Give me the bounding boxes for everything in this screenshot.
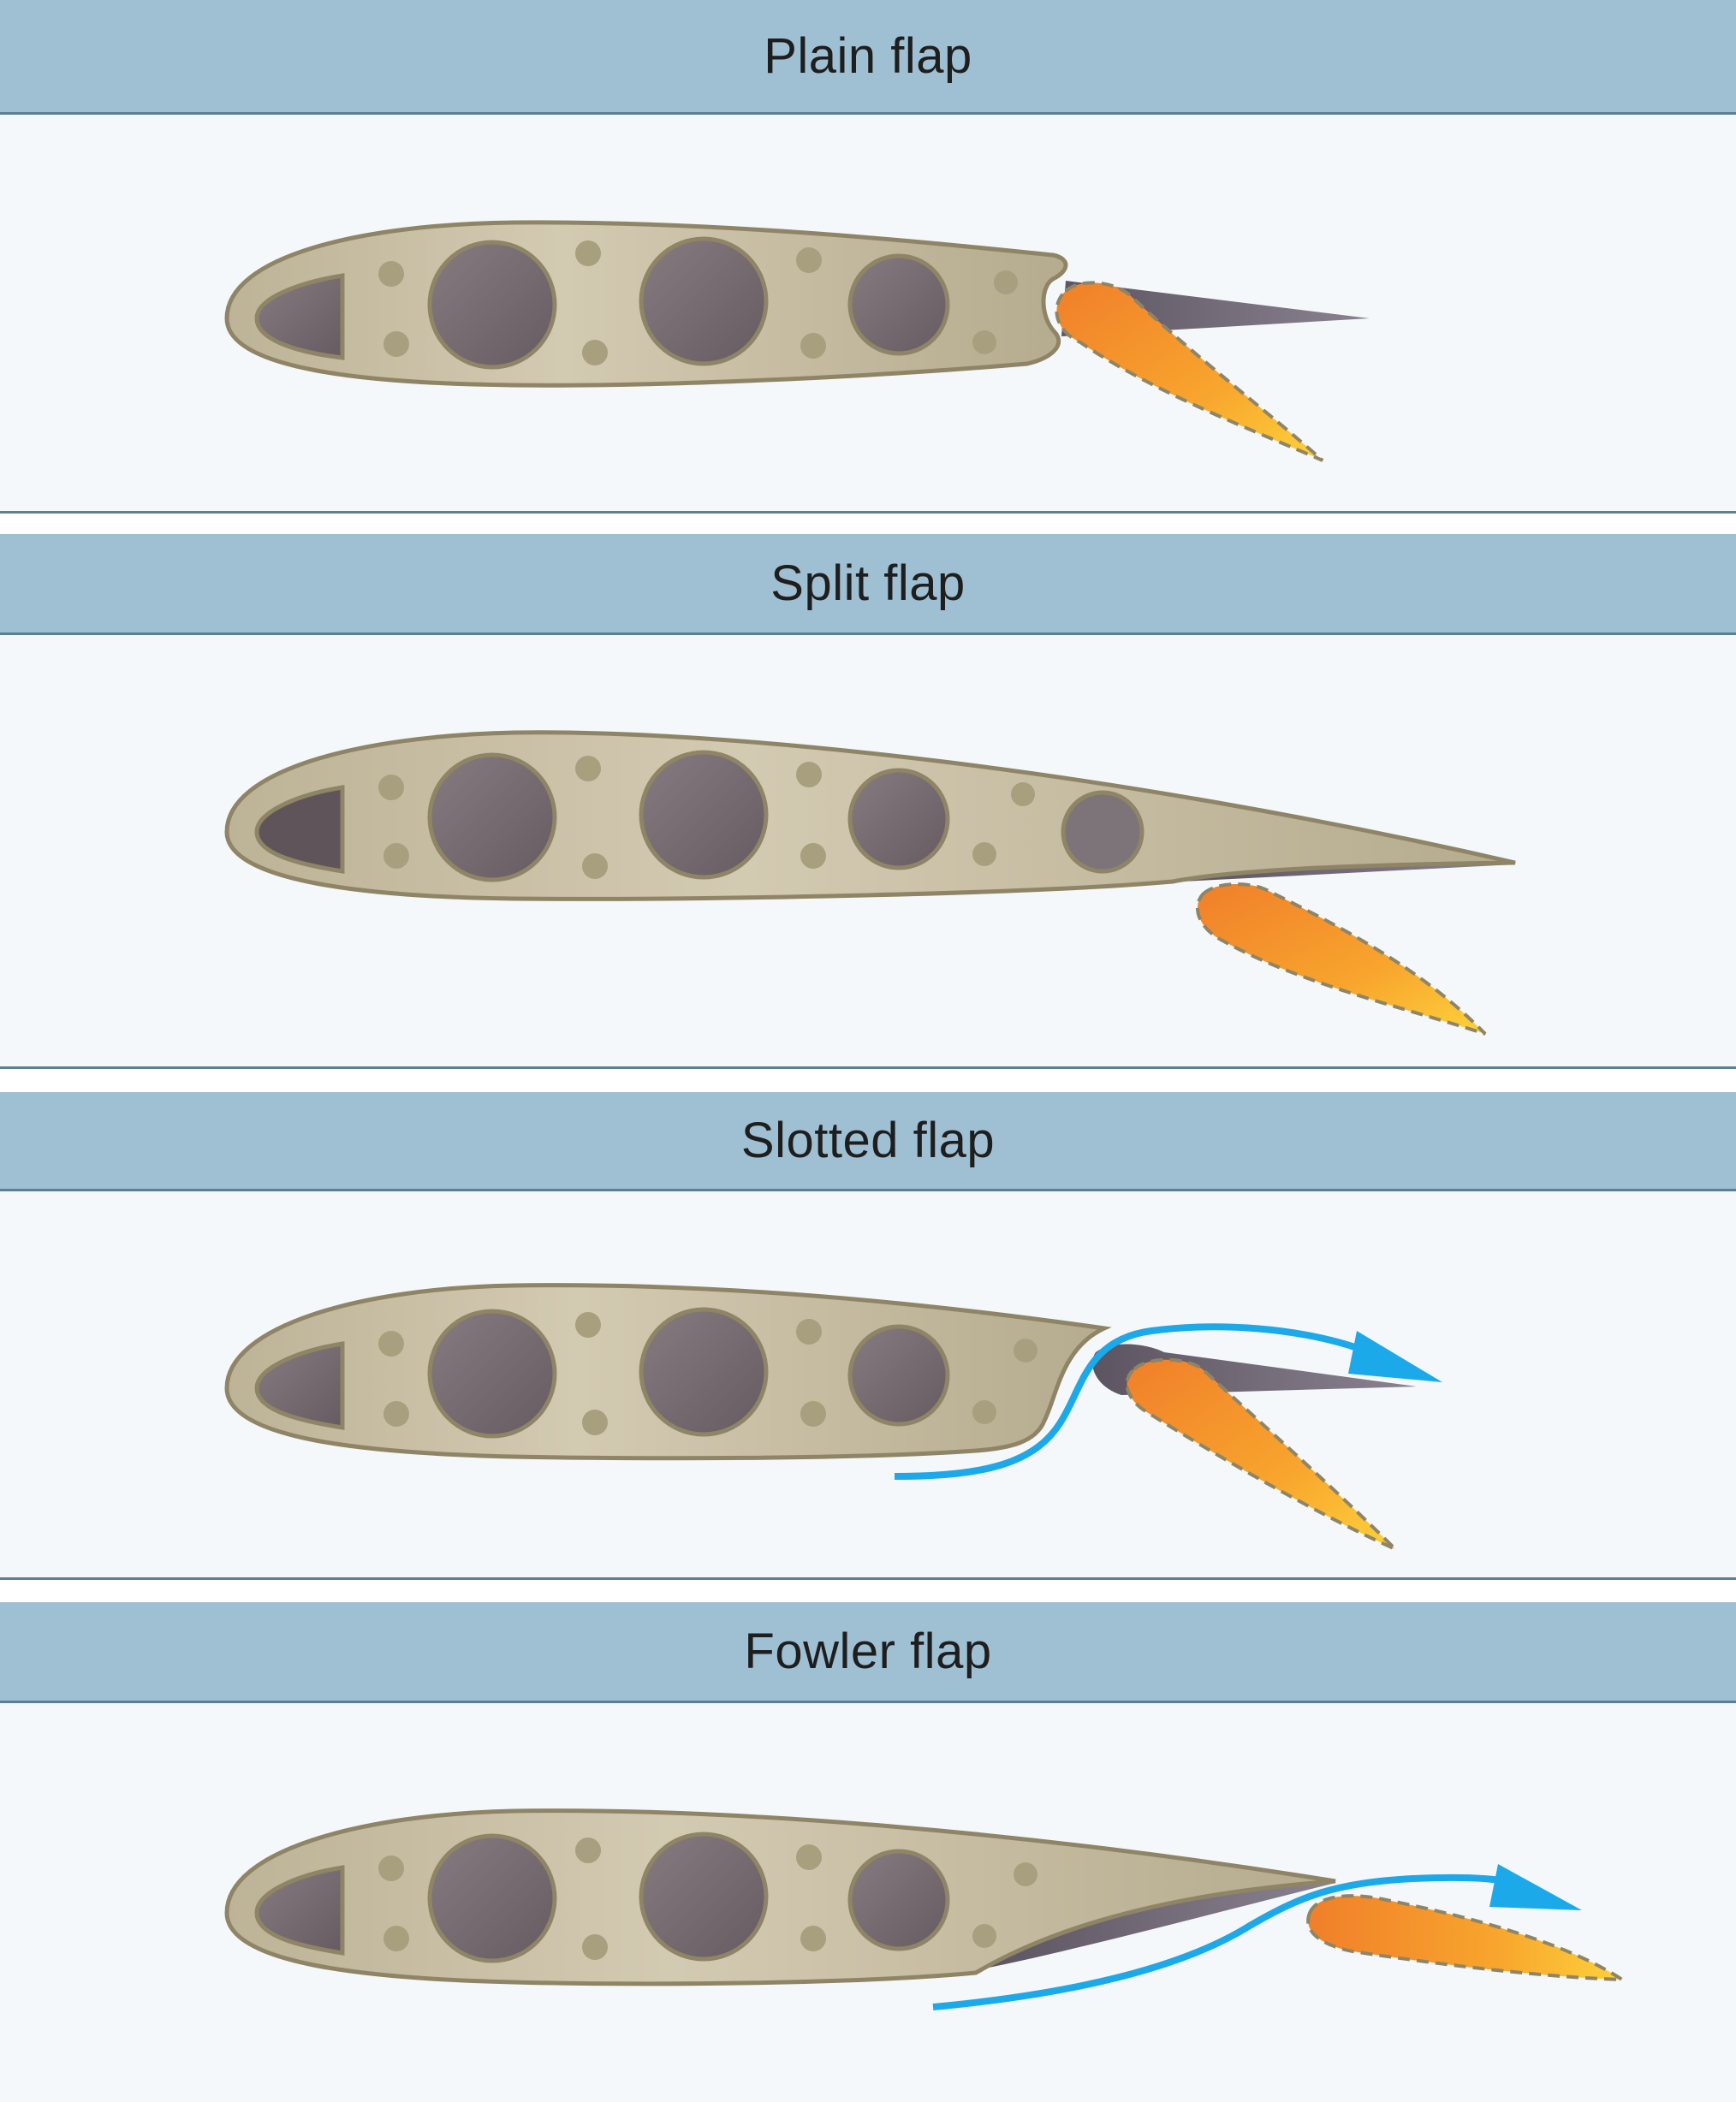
- banner-split-flap: Split flap: [0, 534, 1736, 635]
- lightening-hole-icon: [639, 236, 769, 366]
- airflow-arrow-icon: [894, 1323, 1371, 1480]
- panel-title: Slotted flap: [740, 1113, 996, 1168]
- lightening-hole-icon: [847, 768, 950, 870]
- flap-well-shape: [984, 1883, 1335, 1968]
- lightening-hole-icon: [427, 1833, 557, 1963]
- airflow-arrow-head: [1489, 1864, 1582, 1910]
- lightening-hole-icon: [427, 240, 557, 370]
- panel-divider: [0, 1066, 1736, 1069]
- lightening-hole-icon: [254, 273, 345, 360]
- lightening-hole-icon: [639, 1307, 769, 1437]
- flap-icon: [1125, 1357, 1397, 1551]
- rivet-dots: [378, 756, 1035, 879]
- banner-slotted-flap: Slotted flap: [0, 1092, 1736, 1191]
- banner-plain-flap: Plain flap: [0, 0, 1736, 115]
- lightening-hole-icon: [639, 750, 769, 880]
- rivet-dots: [378, 1312, 1037, 1435]
- lightening-hole-icon: [254, 785, 345, 874]
- lightening-hole-icon: [847, 1324, 950, 1427]
- panel-divider: [0, 511, 1736, 514]
- flap-icon: [1055, 281, 1324, 462]
- lightening-hole-icon: [847, 1849, 950, 1951]
- lightening-hole-icon: [427, 1309, 557, 1439]
- panel-title: Plain flap: [764, 28, 972, 84]
- lightening-hole-icon: [427, 752, 557, 882]
- panel-divider: [0, 1577, 1736, 1580]
- slotted-flap-illustration: [224, 1283, 1442, 1551]
- panel-title: Fowler flap: [744, 1624, 992, 1679]
- panel-title: Split flap: [770, 555, 966, 611]
- flap-icon: [1196, 882, 1487, 1036]
- airflow-arrow-icon: [932, 1873, 1534, 2010]
- lightening-hole-icon: [639, 1832, 769, 1962]
- lightening-hole-icon: [254, 1341, 345, 1430]
- lightening-hole-icon: [1061, 790, 1144, 874]
- flap-icon: [1306, 1894, 1628, 1982]
- plain-flap-illustration: [224, 220, 1370, 462]
- split-flap-illustration: [224, 730, 1516, 1036]
- airflow-arrow-head: [1348, 1331, 1442, 1382]
- wing-section-shape: [224, 1808, 1336, 1986]
- fowler-flap-illustration: [224, 1808, 1628, 2010]
- rivet-dots: [378, 240, 1018, 365]
- banner-fowler-flap: Fowler flap: [0, 1602, 1736, 1703]
- rivet-dots: [378, 1838, 1037, 1960]
- lightening-hole-icon: [847, 253, 950, 356]
- lightening-hole-icon: [254, 1865, 345, 1956]
